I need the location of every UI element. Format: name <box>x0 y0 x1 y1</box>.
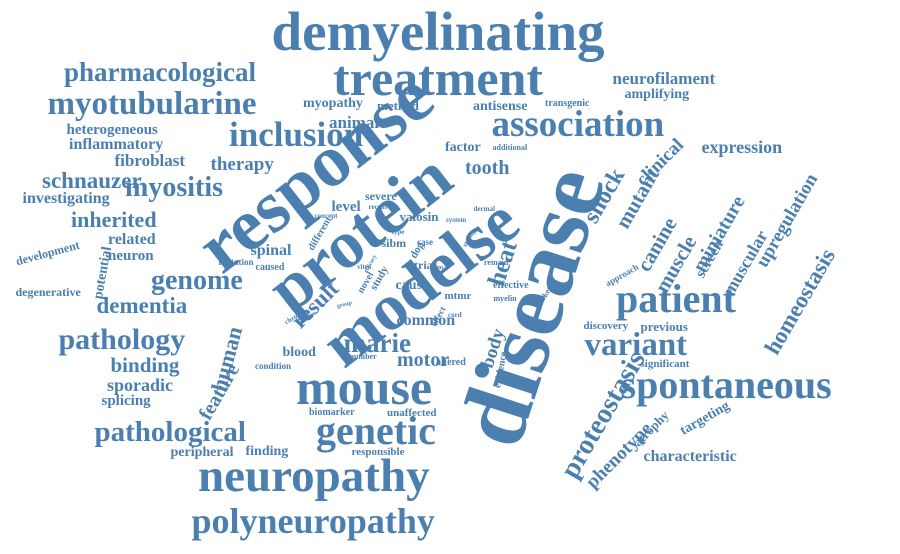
cloud-word: polyneuropathy <box>191 501 435 541</box>
cloud-word: myositis <box>125 172 223 203</box>
cloud-word: system <box>446 215 467 224</box>
cloud-word: genetic <box>316 408 436 453</box>
cloud-word: amplifying <box>624 87 690 102</box>
cloud-word: finding <box>245 444 289 459</box>
cloud-word: expression <box>701 137 783 157</box>
cloud-word: motor <box>397 349 450 371</box>
cloud-word: marie <box>343 327 411 358</box>
cloud-word: development <box>13 237 81 269</box>
cloud-word: sibm <box>381 236 407 250</box>
cloud-word: animal <box>329 112 380 132</box>
cloud-word: inclusion <box>229 114 364 154</box>
cloud-word: cord <box>448 310 462 319</box>
cloud-word: remain <box>484 258 509 267</box>
cloud-word: previous <box>640 318 688 334</box>
cloud-word: myopathy <box>303 96 363 111</box>
cloud-word: binding <box>110 352 180 377</box>
cloud-word: therapy <box>210 153 274 175</box>
cloud-word: blood <box>282 345 316 360</box>
cloud-word: myelin <box>493 294 517 303</box>
cloud-word: type <box>391 227 405 236</box>
cloud-word: tooth <box>465 157 510 179</box>
cloud-word: investigating <box>22 190 110 207</box>
cloud-word: severe <box>365 189 397 203</box>
cloud-word: responsible <box>351 445 405 458</box>
cloud-word: concept <box>314 211 338 220</box>
cloud-word: recent <box>368 202 388 211</box>
cloud-word: fibroblast <box>114 150 186 170</box>
cloud-word: common <box>396 312 456 329</box>
cloud-word: form <box>430 265 444 271</box>
cloud-word: neurofilament <box>612 68 716 88</box>
cloud-word: inherited <box>71 207 157 232</box>
cloud-word: peripheral <box>170 445 234 460</box>
cloud-word: trial <box>414 258 436 272</box>
cloud-word: condition <box>255 360 292 371</box>
cloud-word: unaffected <box>387 406 437 419</box>
cloud-word: altered <box>436 357 466 368</box>
cloud-word: neuropathy <box>198 449 430 502</box>
cloud-word: mutation <box>218 256 254 267</box>
cloud-word: antisense <box>473 99 528 114</box>
cloud-word: significant <box>640 357 690 370</box>
cloud-word: method <box>377 97 419 113</box>
cloud-word: pathology <box>58 323 186 356</box>
cloud-word: heterogeneous <box>66 121 158 138</box>
cloud-word: mtmr <box>444 289 472 302</box>
cloud-word: level <box>331 198 361 215</box>
cloud-word: schnauzer <box>42 167 142 193</box>
cloud-word: discovery <box>583 319 629 332</box>
cloud-word: mouse <box>296 359 433 415</box>
cloud-word: treatment <box>333 50 544 106</box>
cloud-word: splicing <box>101 392 151 409</box>
cloud-word: biomarker <box>309 407 355 418</box>
cloud-word: variant <box>584 326 688 363</box>
cloud-word: valosin <box>399 208 439 224</box>
cloud-word: related <box>108 231 156 248</box>
cloud-word: additional <box>492 143 528 152</box>
cloud-word: cause <box>395 278 429 293</box>
cloud-word: sporadic <box>107 375 174 395</box>
cloud-word: feature <box>194 360 244 424</box>
cloud-word: spontaneous <box>620 362 832 407</box>
cloud-word: case <box>417 236 433 247</box>
cloud-word: dementia <box>96 292 188 318</box>
cloud-word: neuron <box>108 247 154 264</box>
cloud-word: caused <box>255 262 285 273</box>
cloud-word: patient <box>616 276 736 321</box>
cloud-word: dermal <box>473 204 495 213</box>
cloud-word: pharmacological <box>64 56 256 87</box>
cloud-word: transgenic <box>545 98 590 109</box>
cloud-word: demyelinating <box>271 0 605 62</box>
cloud-word: degenerative <box>15 285 81 299</box>
cloud-word: inflammatory <box>69 136 164 153</box>
cloud-word: pathological <box>94 415 246 448</box>
cloud-word: effective <box>493 280 529 291</box>
cloud-word: vitro <box>357 262 372 271</box>
cloud-word: association <box>491 103 665 145</box>
cloud-word: spinal <box>250 242 292 259</box>
cloud-word: myotubularine <box>47 85 257 122</box>
cloud-word: factor <box>445 140 481 155</box>
cloud-word: number <box>349 352 377 361</box>
cloud-word: genome <box>151 265 243 296</box>
cloud-word: characteristic <box>643 448 737 465</box>
